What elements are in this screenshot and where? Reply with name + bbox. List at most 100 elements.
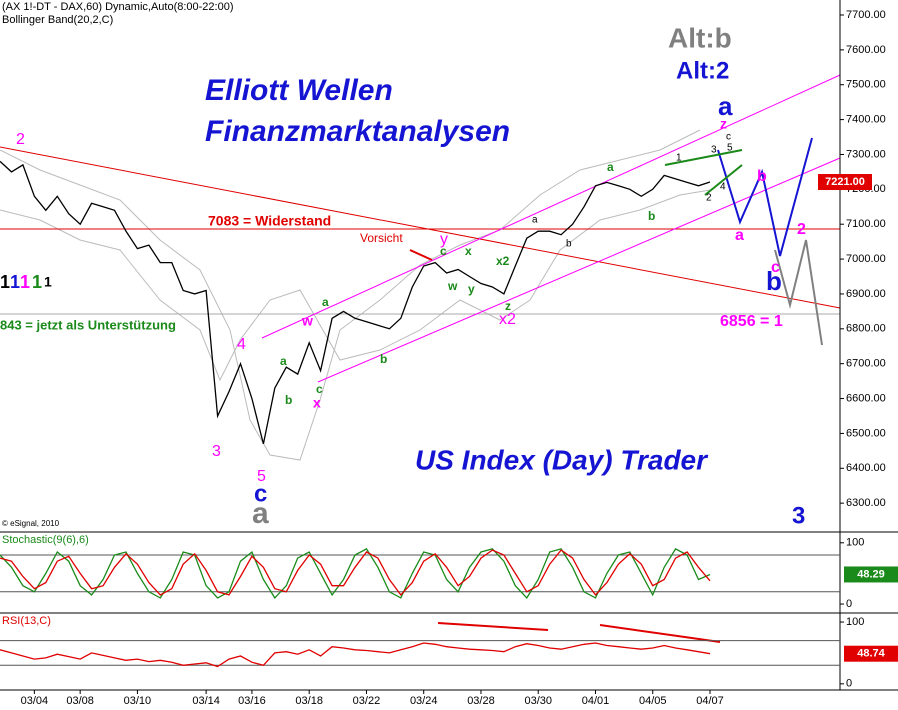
annotation: c: [771, 259, 780, 276]
annotation: y: [440, 231, 448, 248]
y-tick-label: 6300.00: [846, 497, 886, 509]
annotation: z: [505, 299, 511, 313]
annotation: a: [532, 215, 538, 226]
last-value-label: 7221.00: [825, 176, 865, 188]
annotation: a: [280, 354, 287, 368]
last-value-box: [844, 645, 898, 662]
annotation: 843 = jetzt als Unterstützung: [0, 317, 176, 332]
annotation: x2: [499, 311, 516, 328]
rsi-trend: [599, 624, 721, 643]
x-tick-label: 04/01: [582, 695, 610, 707]
annotation: c: [254, 480, 267, 507]
x-tick-label: 03/18: [295, 695, 323, 707]
panel-title: (AX 1!-DT - DAX,60) Dynamic,Auto(8:00-22…: [2, 1, 234, 13]
annotation: 4: [720, 182, 726, 193]
annotation: b: [380, 352, 387, 366]
annotation: y: [468, 282, 475, 296]
y-tick-label: 6400.00: [846, 462, 886, 474]
annotation: b: [766, 266, 782, 296]
y-tick-label: 6500.00: [846, 427, 886, 439]
channel-lower: [317, 157, 841, 383]
x-tick-label: 03/30: [524, 695, 552, 707]
panel-title: Stochastic(9(6),6): [2, 534, 89, 546]
y-tick-label: 0: [846, 598, 852, 610]
last-value-label: 48.29: [857, 568, 885, 580]
y-tick-label: 6700.00: [846, 358, 886, 370]
x-tick-label: 04/05: [639, 695, 667, 707]
annotation: 2: [16, 131, 25, 148]
annotation: a: [607, 160, 614, 174]
annotation: 3: [792, 502, 805, 529]
annotation: Vorsicht: [360, 231, 403, 245]
annotation: Finanzmarktanalysen: [205, 115, 510, 148]
annotation: © eSignal, 2010: [2, 519, 60, 528]
y-tick-label: 7100.00: [846, 218, 886, 230]
annotation: w: [447, 279, 458, 293]
series-line: [0, 642, 711, 668]
series-line: [0, 549, 711, 596]
y-tick-label: 100: [846, 616, 864, 628]
annotation: 3: [711, 145, 717, 156]
x-tick-label: 03/04: [21, 695, 49, 707]
annotation: a: [252, 497, 269, 530]
y-tick-label: 0: [846, 678, 852, 690]
annotation: 5: [257, 468, 266, 485]
trend-line: [0, 146, 841, 309]
x-tick-label: 03/08: [66, 695, 94, 707]
annotation: x2: [496, 254, 510, 268]
annotation: 1: [20, 272, 30, 292]
x-tick-label: 03/24: [410, 695, 438, 707]
annotation: 7083 = Widerstand: [208, 213, 331, 229]
annotation: 1: [0, 272, 10, 292]
y-tick-label: 7300.00: [846, 148, 886, 160]
annotation: 1: [32, 272, 42, 292]
panel-title: RSI(13,C): [2, 615, 51, 627]
annotation: b: [285, 393, 292, 407]
annotation: w: [301, 313, 313, 329]
y-tick-label: 7600.00: [846, 44, 886, 56]
annotation: a: [735, 227, 744, 244]
annotation: c: [316, 382, 323, 396]
annotation: b: [648, 209, 655, 223]
annotation: 2: [797, 221, 806, 238]
panel-subtitle: Bollinger Band(20,2,C): [2, 14, 113, 26]
annotation: c: [440, 244, 447, 258]
bollinger-upper: [0, 129, 701, 461]
annotation: b: [757, 168, 767, 185]
annotation: c: [726, 132, 731, 143]
series-line: [0, 160, 711, 445]
annotation: 5: [727, 143, 733, 154]
y-tick-label: 7700.00: [846, 9, 886, 21]
last-value-box: [818, 174, 872, 191]
x-tick-label: 03/10: [124, 695, 152, 707]
annotation: 4: [237, 336, 246, 353]
last-value-box: [844, 566, 898, 583]
x-tick-label: 03/28: [467, 695, 495, 707]
y-tick-label: 7500.00: [846, 79, 886, 91]
series-line: [0, 548, 711, 599]
annotation: a: [718, 91, 733, 121]
rsi-trend: [437, 622, 549, 631]
channel-upper: [261, 74, 841, 339]
annotation: Alt:2: [676, 57, 729, 84]
annotation: a: [322, 295, 329, 309]
triangle-line: [664, 149, 743, 166]
annotation: 3: [212, 443, 221, 460]
drawings: [0, 74, 841, 643]
y-tick-label: 6800.00: [846, 323, 886, 335]
x-tick-label: 03/14: [192, 695, 220, 707]
annotation: 1: [10, 272, 20, 292]
y-tick-label: 7000.00: [846, 253, 886, 265]
alt-path: [774, 239, 823, 346]
arrow: [409, 249, 433, 261]
x-tick-label: 03/16: [238, 695, 266, 707]
annotation: z: [720, 116, 727, 132]
y-tick-label: 100: [846, 537, 864, 549]
x-tick-label: 04/07: [696, 695, 724, 707]
bollinger-lower: [0, 189, 711, 382]
annotation: b: [566, 239, 572, 250]
triangle-line: [704, 164, 743, 196]
y-tick-label: 7400.00: [846, 114, 886, 126]
